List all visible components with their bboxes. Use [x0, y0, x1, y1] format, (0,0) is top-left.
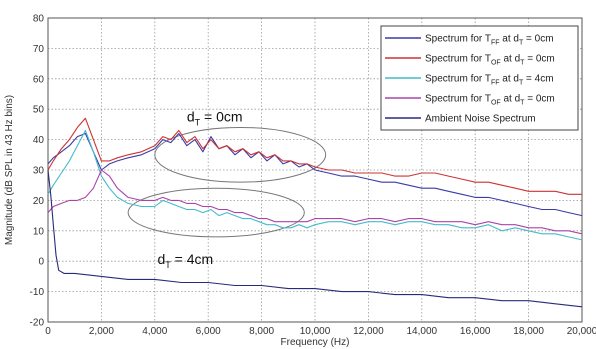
x-tick-label: 14,000 — [407, 326, 438, 337]
y-tick-label: 60 — [33, 74, 45, 85]
series-lines — [47, 117, 583, 308]
legend-entry: Spectrum for TOF at dT = 0cm — [425, 94, 555, 107]
y-tick-label: -10 — [30, 287, 45, 298]
annotation-label: dT = 0cm — [187, 108, 243, 127]
y-tick-label: 0 — [38, 257, 44, 268]
x-tick-label: 12,000 — [353, 326, 384, 337]
x-tick-label: 20,000 — [567, 326, 596, 337]
x-axis-ticks: 0 2,000 4,000 6,000 8,000 10,000 12,000 14,000 1… — [45, 326, 596, 337]
y-tick-label: 30 — [33, 166, 45, 177]
y-axis-ticks: -20 -10 0 10 20 30 40 50 60 70 80 — [30, 14, 45, 329]
y-tick-label: 20 — [33, 196, 45, 207]
legend-entry: Spectrum for TFF at dT = 0cm — [425, 34, 554, 47]
series-line-1 — [47, 132, 583, 217]
x-tick-label: 6,000 — [196, 326, 221, 337]
y-tick-label: 40 — [33, 135, 45, 146]
series-line-2 — [47, 117, 582, 195]
y-axis-label: Magnitude (dB SPL in 43 Hz bins) — [4, 95, 15, 245]
y-tick-label: 70 — [33, 44, 45, 55]
annotation-ellipses — [127, 126, 327, 238]
legend-entry: Spectrum for TFF at dT = 4cm — [425, 74, 554, 87]
y-tick-label: 50 — [33, 105, 45, 116]
x-tick-label: 18,000 — [513, 326, 544, 337]
series-line-3 — [47, 129, 583, 241]
x-tick-label: 16,000 — [460, 326, 491, 337]
annotation-ellipse — [127, 187, 305, 238]
series-line-4 — [47, 169, 583, 235]
x-tick-label: 8,000 — [249, 326, 274, 337]
x-axis-label: Frequency (Hz) — [281, 337, 350, 348]
legend-entry: Spectrum for TOF at dT = 0cm — [425, 54, 555, 67]
y-tick-label: -20 — [30, 318, 45, 329]
y-tick-label: 80 — [33, 14, 45, 25]
x-tick-label: 4,000 — [142, 326, 167, 337]
x-tick-label: 2,000 — [89, 326, 114, 337]
y-tick-label: 10 — [33, 226, 45, 237]
legend: Spectrum for TFF at dT = 0cm Spectrum for… — [380, 25, 579, 131]
series-line-5 — [47, 169, 583, 308]
x-tick-label: 0 — [45, 326, 51, 337]
annotation-ellipse — [154, 126, 327, 183]
x-tick-label: 10,000 — [300, 326, 331, 337]
legend-entry: Ambient Noise Spectrum — [425, 114, 536, 125]
annotation-label: dT = 4cm — [157, 251, 213, 270]
annotations: dT = 0cm dT = 4cm — [157, 108, 242, 270]
